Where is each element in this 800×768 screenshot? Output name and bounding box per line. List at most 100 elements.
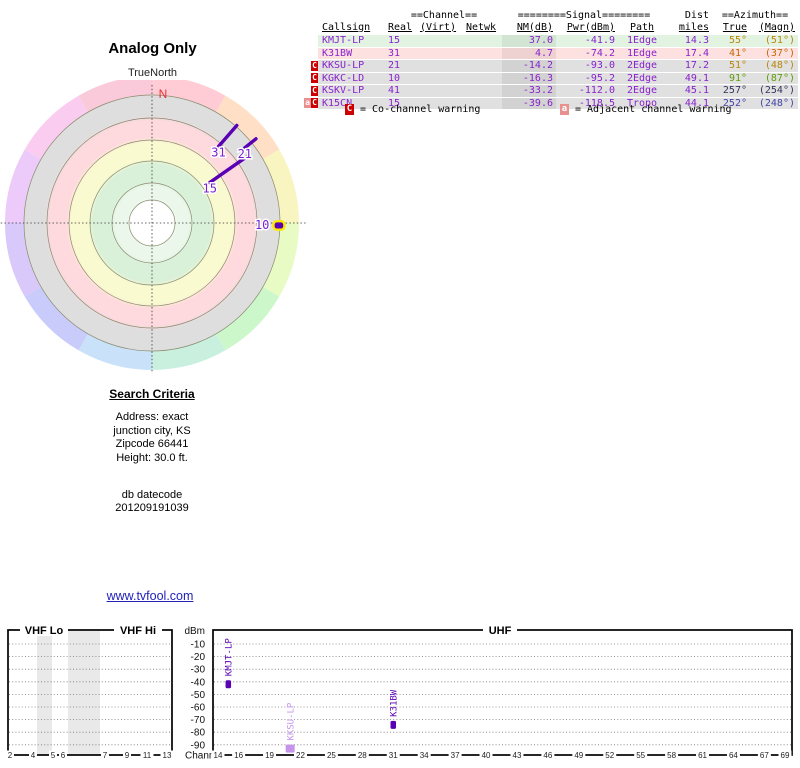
channel-tick-label: 64 [729, 751, 738, 760]
tvfool-link[interactable]: www.tvfool.com [106, 589, 194, 603]
table-row: C KKSU-LP 21 -14.2 -93.0 2Edge 17.2 51° (48°) [304, 60, 798, 72]
channel-marker-line [216, 123, 239, 149]
cell-miles: 49.1 [666, 72, 712, 84]
cell-pwr: -112.0 [556, 85, 618, 97]
cell-path: 1Edge [618, 35, 666, 47]
co-channel-warning-icon: C [311, 73, 318, 84]
search-criteria: Search Criteria Address: exact junction c… [52, 387, 252, 516]
search-criteria-line: Zipcode 66441 [115, 438, 189, 451]
channel-tick-label: 16 [234, 751, 243, 760]
y-axis-label: dBm [184, 626, 205, 637]
cell-magn: (51°) [750, 35, 798, 47]
channel-tick-label: 2 [8, 751, 13, 760]
cell-real: 21 [386, 60, 416, 72]
signal-bar-label: KMJT-LP [225, 638, 235, 677]
warning-markers: C [304, 73, 318, 85]
cell-callsign: KKSU-LP [318, 60, 386, 72]
column-header: Netwk [465, 21, 497, 33]
cell-virt [416, 85, 460, 97]
signal-bar [285, 744, 295, 753]
group-header [318, 10, 386, 22]
non-tv-band [68, 631, 100, 755]
cell-netwk [460, 35, 502, 47]
cell-virt [416, 72, 460, 84]
channel-tick-label: 14 [214, 751, 223, 760]
signal-table: ==Channel== ========Signal======== Dist ==A… [304, 10, 798, 110]
signal-bar [225, 680, 232, 689]
channel-tick-label: 4 [31, 751, 36, 760]
non-tv-band [37, 631, 52, 755]
group-header: ========Signal======== [517, 10, 651, 21]
warning-markers: C [304, 85, 318, 97]
db-datecode-line: db datecode [121, 489, 183, 502]
co-channel-warning-icon: C [311, 98, 318, 109]
cell-path: Tropo [618, 97, 666, 109]
column-header: (Virt) [419, 21, 457, 33]
channel-marker-line [208, 154, 250, 185]
channel-marker-line [243, 137, 258, 150]
cell-nm: -33.2 [502, 85, 556, 97]
cell-virt [416, 97, 460, 109]
column-header: Real [388, 21, 413, 33]
dbm-tick-label: -90 [191, 740, 206, 751]
cell-nm: -39.6 [502, 97, 556, 109]
channel-tick-label: 37 [451, 751, 460, 760]
polar-orientation-label: TrueNorth [127, 67, 178, 79]
dbm-tick-label: -20 [191, 652, 206, 663]
channel-tick-label: 19 [265, 751, 274, 760]
cell-pwr: -41.9 [556, 35, 618, 47]
channel-marker-label: 21 [238, 147, 252, 161]
cell-true: 257° [712, 85, 750, 97]
group-header: Dist [684, 10, 709, 21]
cell-true: 51° [712, 60, 750, 72]
channel-tick-label: 46 [543, 751, 552, 760]
adjacent-channel-warning-icon: a [304, 98, 311, 109]
channel-tick-label: 9 [125, 751, 130, 760]
co-channel-warning-icon: C [311, 85, 318, 96]
column-header: miles [678, 21, 709, 33]
cell-netwk [460, 60, 502, 72]
channel-tick-label: 58 [667, 751, 676, 760]
column-header: Callsign [322, 21, 371, 33]
warning-markers [304, 35, 318, 47]
channel-tick-label: 40 [482, 751, 491, 760]
dbm-tick-label: -10 [191, 640, 206, 651]
dbm-tick-label: -50 [191, 690, 206, 701]
cell-virt [416, 35, 460, 47]
channel-tick-label: 34 [420, 751, 429, 760]
channel-tick-label: 55 [636, 751, 645, 760]
search-criteria-title: Search Criteria [109, 387, 195, 401]
warning-markers [304, 48, 318, 60]
channel-tick-label: 7 [103, 751, 108, 760]
band-label: UHF [489, 625, 512, 637]
cell-miles: 45.1 [666, 85, 712, 97]
polar-compass-chart: N 15 31 21 10 [0, 80, 306, 373]
cell-real: 15 [386, 35, 416, 47]
warning-markers: C [304, 60, 318, 72]
cell-virt [416, 47, 460, 59]
adjacent-channel-warning-icon: a [560, 103, 569, 115]
cell-nm: -14.2 [502, 60, 556, 72]
search-criteria-line: junction city, KS [113, 424, 191, 437]
dbm-tick-label: -70 [191, 715, 206, 726]
cell-netwk [460, 97, 502, 109]
cell-pwr: -74.2 [556, 47, 618, 59]
signal-bar [390, 720, 397, 729]
channel-tick-label: 6 [61, 751, 66, 760]
adjacent-channel-warning-label: = Adjacent channel warning [575, 103, 732, 115]
table-row: KMJT-LP 15 37.0 -41.9 1Edge 14.3 55° (51°) [304, 35, 798, 47]
dbm-tick-label: -60 [191, 703, 206, 714]
cell-netwk [460, 47, 502, 59]
channel-tick-label: 13 [163, 751, 172, 760]
cell-real: 10 [386, 72, 416, 84]
column-header: Pwr(dBm) [566, 21, 615, 33]
cell-path: 2Edge [618, 60, 666, 72]
column-header: (Magn) [758, 21, 795, 33]
cell-callsign: KSKV-LP [318, 85, 386, 97]
cell-pwr: -118.5 [556, 97, 618, 109]
channel-tick-label: 31 [389, 751, 398, 760]
polar-chart-title: Analog Only [108, 40, 197, 57]
channel-tick-label: 5 [51, 751, 56, 760]
cell-magn: (248°) [750, 97, 798, 109]
channel-tick-label: 25 [327, 751, 336, 760]
